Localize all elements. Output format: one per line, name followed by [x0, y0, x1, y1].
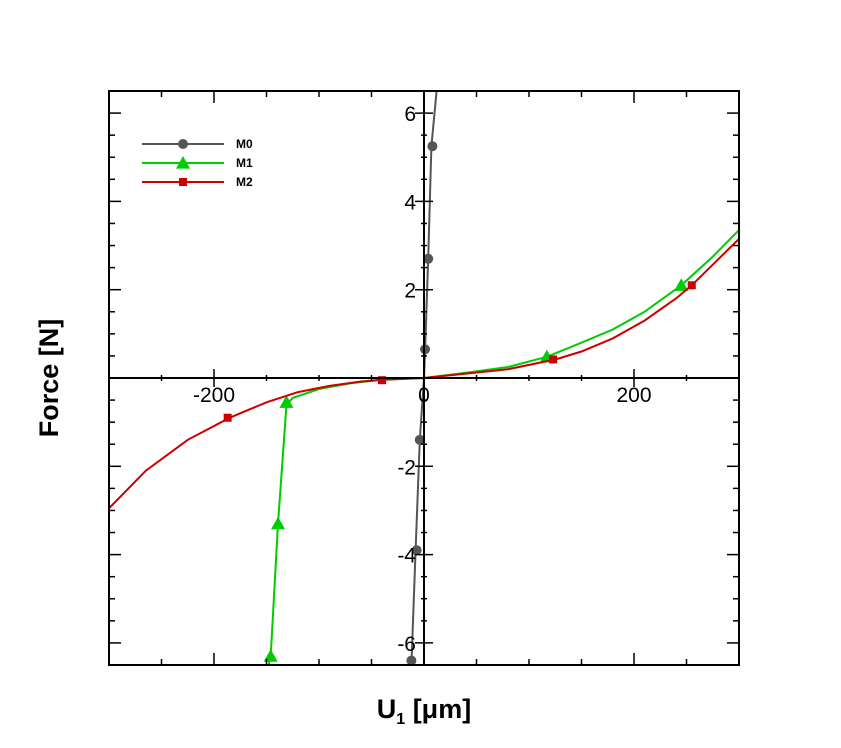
data-point-m2	[687, 281, 696, 290]
legend-marker	[179, 178, 187, 186]
legend-marker	[178, 139, 188, 149]
data-point-m1	[279, 395, 294, 408]
series-line-m1	[267, 229, 739, 665]
x-tick-label: 200	[616, 384, 651, 407]
data-point-m1	[271, 516, 286, 530]
data-point-m0	[423, 253, 434, 264]
y-tick-label: 6	[404, 103, 416, 126]
x-tick-label: -200	[193, 384, 235, 407]
data-point-m2	[223, 413, 232, 422]
y-tick-label: 4	[404, 191, 416, 214]
legend-label: M0	[236, 137, 253, 151]
legend: M0 M1 M2	[142, 137, 253, 189]
data-point-m1	[263, 649, 278, 662]
data-point-m1	[674, 278, 689, 291]
tick-labels-layer: -200 0 200 -6 -4 -2 2 4 6	[193, 103, 652, 656]
y-tick-label: -2	[397, 456, 416, 479]
legend-label: M2	[236, 175, 253, 189]
legend-label: M1	[236, 156, 253, 170]
data-point-m0	[420, 344, 431, 355]
data-point-m0	[406, 655, 417, 665]
x-axis-label-sub: 1	[396, 711, 405, 728]
y-tick-label: -6	[397, 633, 416, 656]
x-axis-label: U1 [μm]	[377, 694, 471, 728]
legend-item-m0: M0	[142, 137, 253, 151]
ticks-layer	[108, 91, 740, 665]
x-tick-label: 0	[418, 384, 430, 407]
series-m1	[263, 229, 739, 665]
x-axis-label-unit: [μm]	[405, 694, 471, 724]
y-axis-label: Force [N]	[34, 319, 64, 438]
legend-marker	[176, 156, 190, 169]
data-point-m0	[427, 141, 438, 152]
data-point-m0	[414, 434, 425, 445]
x-axis-label-main: U	[377, 694, 397, 724]
y-tick-label: 2	[404, 280, 416, 303]
data-point-m2	[378, 376, 386, 385]
y-tick-label: -4	[397, 545, 416, 568]
data-point-m0	[411, 545, 422, 556]
legend-item-m1: M1	[142, 156, 253, 170]
legend-item-m2: M2	[142, 175, 253, 189]
data-point-m2	[549, 355, 558, 364]
